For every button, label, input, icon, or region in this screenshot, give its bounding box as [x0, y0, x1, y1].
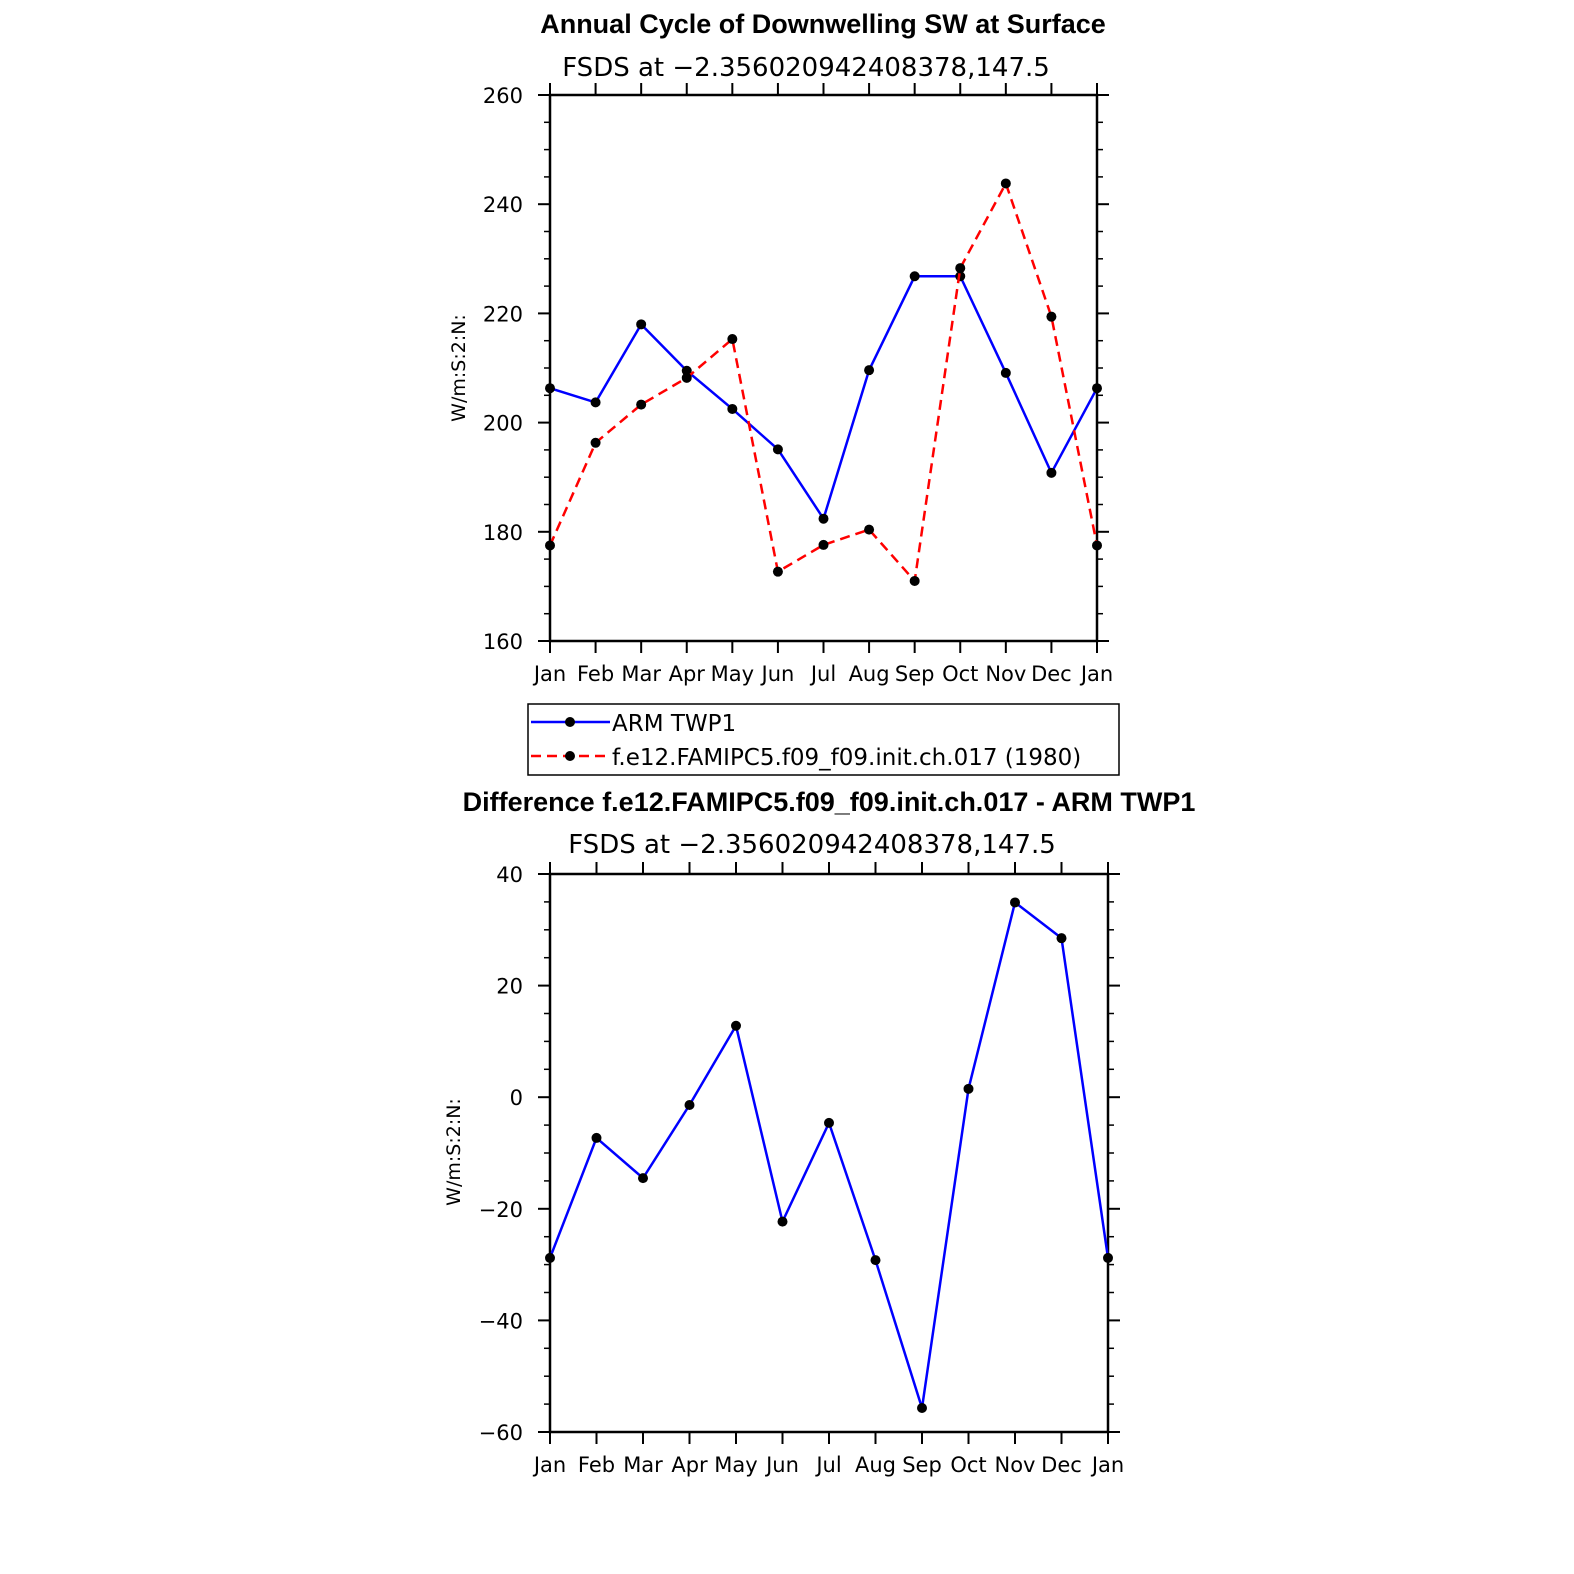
- x-tick-label: Jan: [532, 1453, 566, 1477]
- x-tick-label: Dec: [1031, 662, 1072, 686]
- x-tick-label: Aug: [849, 662, 890, 686]
- legend-entry-arm-twp1: ARM TWP1: [531, 711, 736, 737]
- series-line-0: [549, 275, 1099, 520]
- data-point: [1046, 311, 1057, 322]
- data-point: [955, 263, 966, 274]
- data-point: [590, 397, 601, 408]
- data-point: [909, 575, 920, 586]
- data-point: [1010, 897, 1020, 908]
- data-point: [731, 1020, 741, 1031]
- data-point: [545, 1252, 555, 1263]
- data-point: [864, 365, 875, 376]
- data-point: [1056, 933, 1067, 944]
- x-tick-label: Sep: [895, 662, 935, 686]
- data-point: [638, 1173, 648, 1184]
- legend-entry-model: f.e12.FAMIPC5.f09_f09.init.ch.017 (1980): [531, 745, 1081, 771]
- x-tick-label: May: [714, 1453, 757, 1477]
- plot-area: Jan Feb Mar Apr May Jun Jul Aug Sep Oct Nov Dec Jan−…: [479, 862, 1124, 1477]
- data-point: [909, 271, 920, 282]
- legend-box: [527, 703, 1120, 776]
- x-tick-label: Jun: [764, 1453, 799, 1477]
- x-tick-label: Mar: [623, 1453, 663, 1477]
- y-tick-label: −20: [479, 1198, 523, 1222]
- y-axis-label: W/m:S:2:N:: [443, 1098, 465, 1206]
- x-tick-label: Jan: [1090, 1453, 1124, 1477]
- data-point: [772, 444, 783, 455]
- chart-subtitle: FSDS at −2.356020942408378,147.5: [568, 830, 1056, 860]
- data-point: [818, 539, 829, 550]
- y-axis-label: W/m:S:2:N:: [448, 314, 470, 422]
- y-tick-label: 40: [496, 863, 523, 887]
- difference-chart: Difference f.e12.FAMIPC5.f09_f09.init.ch…: [443, 787, 1195, 1477]
- data-point: [772, 566, 783, 577]
- data-point: [1046, 467, 1057, 478]
- x-tick-label: Jan: [1079, 662, 1113, 686]
- x-tick-label: May: [711, 662, 754, 686]
- x-tick-label: Nov: [985, 662, 1026, 686]
- data-point: [636, 319, 647, 330]
- x-tick-label: Feb: [578, 1453, 615, 1477]
- y-tick-label: −40: [479, 1309, 523, 1333]
- plot-area: Jan Feb Mar Apr May Jun Jul Aug Sep Oct Nov Dec Jan 1…: [483, 83, 1113, 686]
- x-tick-label: Apr: [671, 1453, 708, 1477]
- data-point: [591, 1132, 602, 1143]
- x-tick-label: Dec: [1041, 1453, 1082, 1477]
- data-point: [824, 1117, 834, 1128]
- data-point: [1000, 367, 1011, 378]
- data-point: [684, 1100, 695, 1111]
- data-point: [963, 1083, 974, 1094]
- x-tick-label: Jun: [760, 662, 795, 686]
- data-point: [1092, 383, 1102, 394]
- data-point: [681, 372, 692, 383]
- data-point: [636, 399, 647, 410]
- x-tick-label: Jan: [532, 662, 566, 686]
- chart-title: Difference f.e12.FAMIPC5.f09_f09.init.ch…: [463, 787, 1196, 817]
- legend-marker: [565, 717, 575, 727]
- data-point: [1103, 1252, 1113, 1263]
- y-tick-label: 240: [483, 193, 523, 217]
- x-tick-label: Apr: [669, 662, 706, 686]
- data-point: [727, 403, 738, 414]
- data-point: [590, 437, 601, 448]
- data-point: [727, 334, 738, 345]
- x-tick-label: Feb: [577, 662, 614, 686]
- legend: ARM TWP1 f.e12.FAMIPC5.f09_f09.init.ch.0…: [527, 703, 1120, 776]
- chart-title: Annual Cycle of Downwelling SW at Surfac…: [540, 9, 1106, 39]
- legend-label: ARM TWP1: [612, 711, 736, 737]
- x-tick-label: Oct: [950, 1453, 986, 1477]
- data-point: [1092, 540, 1102, 551]
- legend-marker: [565, 751, 575, 761]
- data-point: [681, 365, 692, 376]
- data-point: [917, 1403, 927, 1414]
- data-point: [864, 524, 875, 535]
- plot-frame: [548, 93, 1099, 643]
- y-tick-label: 160: [483, 630, 523, 654]
- y-tick-label: 0: [510, 1086, 523, 1110]
- y-tick-label: 260: [483, 84, 523, 108]
- y-tick-label: 180: [483, 521, 523, 545]
- data-point: [545, 383, 555, 394]
- data-point: [777, 1216, 788, 1227]
- data-point: [545, 540, 555, 551]
- annual-cycle-chart: Annual Cycle of Downwelling SW at Surfac…: [448, 9, 1113, 686]
- x-tick-label: Aug: [855, 1453, 896, 1477]
- y-tick-label: −60: [479, 1421, 523, 1445]
- x-tick-label: Jul: [814, 1453, 841, 1477]
- x-tick-label: Mar: [621, 662, 661, 686]
- data-point: [1000, 178, 1011, 189]
- data-point: [818, 513, 829, 524]
- y-tick-label: 220: [483, 302, 523, 326]
- data-point: [870, 1255, 881, 1266]
- series-line-0: [548, 901, 1110, 1410]
- y-tick-label: 200: [483, 412, 523, 436]
- legend-label: f.e12.FAMIPC5.f09_f09.init.ch.017 (1980): [612, 745, 1081, 771]
- x-tick-label: Oct: [942, 662, 978, 686]
- x-tick-label: Jul: [809, 662, 836, 686]
- x-tick-label: Sep: [902, 1453, 942, 1477]
- plot-frame: [548, 872, 1110, 1434]
- y-tick-label: 20: [496, 975, 523, 999]
- chart-subtitle: FSDS at −2.356020942408378,147.5: [562, 53, 1050, 83]
- x-tick-label: Nov: [995, 1453, 1036, 1477]
